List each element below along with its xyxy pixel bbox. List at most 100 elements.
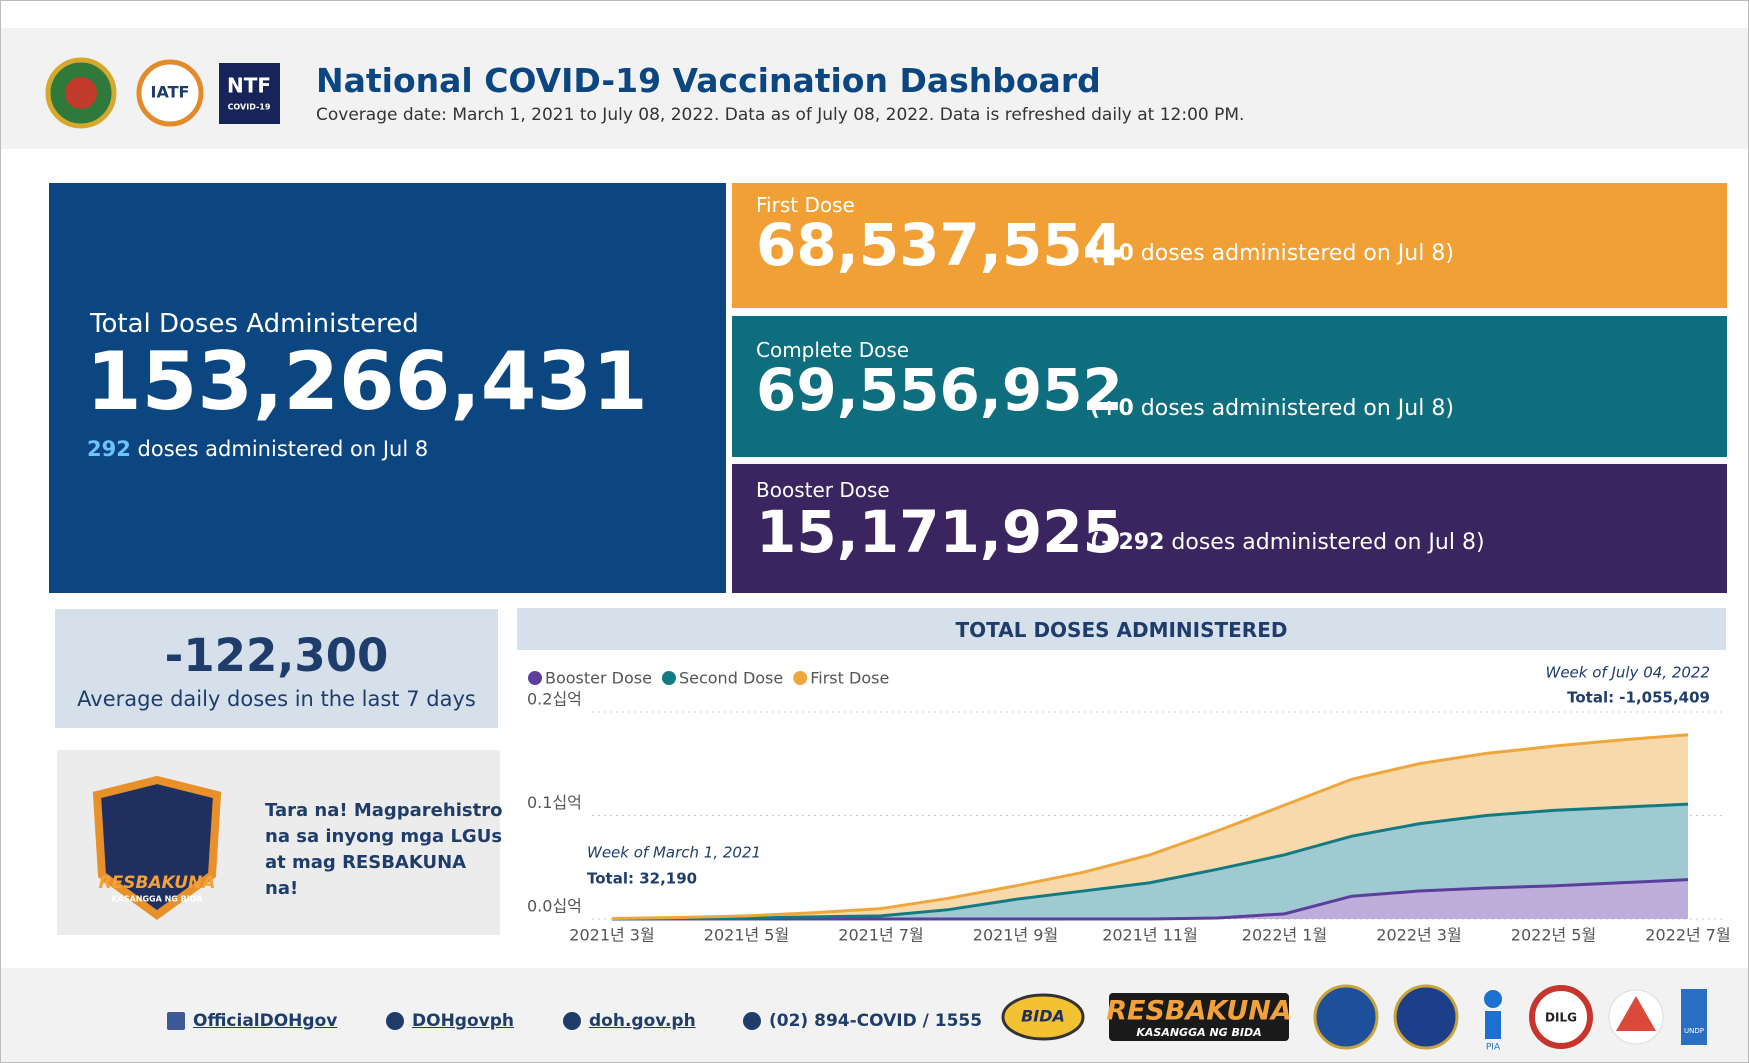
total-value: 153,266,431: [86, 335, 648, 428]
resbakuna-logo: [1109, 993, 1289, 1041]
chart: 0.0십억 0.1십억 0.2십억 2021년 3월 2021년 5월 2021년 7월 2…: [527, 664, 1731, 945]
badge-sub: KASANGGA NG BIDA: [111, 895, 203, 904]
dose-delta: (+292: [1090, 530, 1165, 555]
footer-link[interactable]: DOHgovph: [386, 1011, 514, 1031]
average-value: -122,300: [164, 629, 389, 682]
dose-card: Booster Dose 15,171,925 (+292 doses adminis…: [732, 464, 1727, 593]
annotation-title: Week of July 04, 2022: [1545, 664, 1710, 682]
chart-title: TOTAL DOSES ADMINISTERED: [955, 618, 1288, 642]
promo-line: na!: [265, 878, 299, 899]
dose-value: 68,537,554: [756, 211, 1123, 279]
x-tick-label: 2022년 1월: [1242, 926, 1327, 945]
pia-bar: [1485, 1011, 1501, 1039]
dose-value: 69,556,952: [756, 356, 1123, 424]
legend-swatch: [528, 671, 542, 685]
undp-text: UNDP: [1684, 1027, 1704, 1035]
header-band: [1, 28, 1748, 149]
promo-badge: RESBAKUNA KASANGGA NG BIDA: [92, 775, 222, 920]
link-icon: [167, 1012, 185, 1030]
annotation-total: Total: 32,190: [587, 870, 697, 888]
x-tick-label: 2021년 11월: [1102, 926, 1198, 945]
subtitle: Coverage date: March 1, 2021 to July 08,…: [316, 105, 1245, 125]
ntf-sub: COVID-19: [228, 103, 271, 112]
area: [612, 879, 1688, 919]
y-tick-label: 0.2십억: [527, 690, 582, 709]
promo-line: na sa inyong mga LGUs: [265, 826, 503, 847]
dose-change: (+292 doses administered on Jul 8): [1090, 530, 1485, 555]
header-logos: IATF NTF COVID-19: [45, 57, 280, 129]
pia-text: PIA: [1486, 1043, 1501, 1053]
legend-label: First Dose: [810, 669, 889, 688]
undp-logo: [1681, 989, 1707, 1045]
legend-label: Second Dose: [679, 669, 783, 688]
x-tick-label: 2021년 5월: [704, 926, 789, 945]
area: [612, 734, 1688, 919]
legend-swatch: [661, 671, 676, 685]
bida-text: BIDA: [1021, 1007, 1065, 1026]
x-tick-label: 2022년 7월: [1645, 926, 1730, 945]
dose-delta: (+0: [1090, 396, 1134, 421]
link-text: OfficialDOHgov: [193, 1011, 338, 1031]
dose-note: doses administered on Jul 8): [1140, 241, 1454, 266]
resbakuna-text: RESBAKUNA: [1106, 996, 1292, 1027]
x-tick-label: 2021년 3월: [569, 926, 654, 945]
nine-mark: [1616, 996, 1656, 1031]
legend-swatch: [793, 671, 808, 685]
promo-line: at mag RESBAKUNA: [265, 852, 467, 873]
ntf-logo: [219, 63, 280, 124]
y-tick-label: 0.0십억: [527, 897, 582, 916]
link-icon: [386, 1012, 404, 1030]
iatf-text: IATF: [151, 83, 190, 102]
dose-value: 15,171,925: [756, 498, 1123, 566]
dose-label: First Dose: [756, 193, 855, 217]
promo-line: Tara na! Magparehistro: [265, 800, 503, 821]
badge-shield: [92, 775, 222, 920]
link-text: doh.gov.ph: [589, 1011, 696, 1031]
total-note: doses administered on Jul 8: [137, 437, 429, 461]
dose-card: Complete Dose 69,556,952 (+0 doses administ…: [732, 316, 1727, 457]
average-card: -122,300 Average daily doses in the last…: [55, 609, 498, 728]
link-icon: [563, 1012, 581, 1030]
link-icon: [743, 1012, 761, 1030]
ntf-text: NTF: [227, 74, 271, 98]
promo-card: RESBAKUNA KASANGGA NG BIDA Tara na! Magp…: [57, 750, 502, 935]
area-line: [612, 878, 1689, 921]
dose-label: Complete Dose: [756, 338, 910, 362]
dose-delta: (+0: [1090, 241, 1134, 266]
link-text: (02) 894-COVID / 1555: [769, 1011, 983, 1031]
legend-label: Booster Dose: [545, 669, 652, 688]
dose-change: (+0 doses administered on Jul 8): [1090, 241, 1454, 266]
iatf-logo: [136, 59, 204, 127]
x-tick-label: 2022년 5월: [1511, 926, 1596, 945]
area-line: [611, 733, 1689, 920]
link-text: DOHgovph: [412, 1011, 514, 1031]
total-label: Total Doses Administered: [90, 309, 419, 339]
footer-logos: BIDA RESBAKUNA KASANGGA NG BIDA PIA DILG…: [1001, 984, 1707, 1053]
dose-change: (+0 doses administered on Jul 8): [1090, 396, 1454, 421]
x-tick-label: 2021년 7월: [838, 926, 923, 945]
resbakuna-sub: KASANGGA NG BIDA: [1136, 1026, 1261, 1039]
doh-logo-center: [65, 77, 97, 109]
pia-dot: [1484, 990, 1502, 1008]
footer-link[interactable]: doh.gov.ph: [563, 1011, 696, 1031]
footer-link[interactable]: (02) 894-COVID / 1555: [743, 1011, 982, 1031]
badge-text: RESBAKUNA: [99, 873, 216, 893]
x-tick-label: 2021년 9월: [973, 926, 1058, 945]
y-tick-label: 0.1십억: [527, 793, 582, 812]
dilg-text: DILG: [1545, 1011, 1577, 1025]
total-today: 292: [87, 437, 131, 461]
chart-header: TOTAL DOSES ADMINISTERED: [517, 608, 1726, 650]
dilg-logo: [1529, 985, 1593, 1049]
bida-logo: [1001, 993, 1085, 1041]
promo-text: Tara na! Magparehistro na sa inyong mga L…: [265, 798, 502, 902]
total-today-row: 292 doses administered on Jul 8: [87, 437, 428, 461]
seal-logo: [1393, 984, 1459, 1050]
dose-card: First Dose 68,537,554 (+0 doses administere…: [732, 183, 1727, 308]
dose-label: Booster Dose: [756, 478, 890, 502]
dose-note: doses administered on Jul 8): [1171, 530, 1485, 555]
annotation-total: Total: -1,055,409: [1567, 689, 1710, 707]
area-line: [611, 802, 1689, 921]
footer-link[interactable]: OfficialDOHgov: [167, 1011, 337, 1031]
dose-note: doses administered on Jul 8): [1140, 396, 1454, 421]
